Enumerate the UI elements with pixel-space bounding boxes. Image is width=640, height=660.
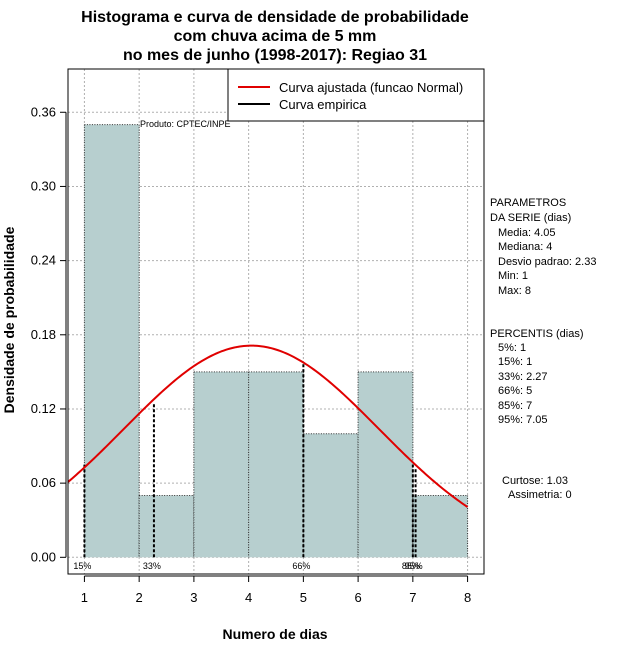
histogram-bar-4 bbox=[248, 371, 304, 558]
x-tick-label-5: 5 bbox=[300, 590, 307, 605]
histogram-bar-5 bbox=[303, 433, 359, 558]
percentil-15: 15%: 1 bbox=[498, 356, 532, 368]
param-media: Media: 4.05 bbox=[498, 227, 555, 239]
legend-empirical-label: Curva empirica bbox=[279, 97, 367, 112]
histogram-bar-1 bbox=[84, 124, 140, 558]
percentil-33: 33%: 2.27 bbox=[498, 371, 548, 383]
histogram-bars bbox=[83, 124, 469, 558]
params-title-line-1: PARAMETROS bbox=[490, 197, 566, 209]
legend-box bbox=[227, 68, 485, 122]
x-tick-label-3: 3 bbox=[190, 590, 197, 605]
param-desvio: Desvio padrao: 2.33 bbox=[498, 256, 596, 268]
histogram-bar-2 bbox=[139, 495, 194, 558]
stat-curtose: Curtose: 1.03 bbox=[502, 475, 568, 487]
histogram-bar-3 bbox=[193, 371, 249, 558]
percentile-label-33: 33% bbox=[143, 561, 161, 571]
y-axis: 0.00 0.06 0.12 0.18 0.24 0.30 0.36 bbox=[31, 104, 67, 564]
y-tick-label-1: 0.06 bbox=[31, 475, 56, 490]
stat-assimetria: Assimetria: 0 bbox=[508, 489, 572, 501]
percentil-85: 85%: 7 bbox=[498, 400, 532, 412]
param-max: Max: 8 bbox=[498, 285, 531, 297]
percentil-66: 66%: 5 bbox=[498, 385, 532, 397]
chart-title-line-3: no mes de junho (1998-2017): Regiao 31 bbox=[123, 47, 427, 64]
histogram-bar-7 bbox=[412, 495, 468, 558]
percentile-label-15: 15% bbox=[73, 561, 91, 571]
percentil-95: 95%: 7.05 bbox=[498, 414, 548, 426]
x-axis: 1 2 3 4 5 6 7 8 bbox=[81, 575, 471, 605]
legend-normal-label: Curva ajustada (funcao Normal) bbox=[279, 80, 463, 95]
percentis-title: PERCENTIS (dias) bbox=[490, 328, 584, 340]
x-tick-label-1: 1 bbox=[81, 590, 88, 605]
percentile-label-85: 85% bbox=[402, 561, 420, 571]
percentile-label-95: 95% bbox=[405, 561, 423, 571]
y-tick-label-0: 0.00 bbox=[31, 549, 56, 564]
y-tick-label-5: 0.30 bbox=[31, 178, 56, 193]
x-tick-label-6: 6 bbox=[354, 590, 361, 605]
percentile-lines bbox=[83, 361, 417, 558]
x-tick-label-8: 8 bbox=[464, 590, 471, 605]
y-tick-label-6: 0.36 bbox=[31, 104, 56, 119]
y-axis-label: Densidade de probabilidade bbox=[1, 226, 17, 413]
chart-title-line-1: Histograma e curva de densidade de proba… bbox=[81, 9, 469, 26]
x-axis-label: Numero de dias bbox=[222, 626, 327, 642]
x-tick-label-2: 2 bbox=[136, 590, 143, 605]
param-mediana: Mediana: 4 bbox=[498, 241, 552, 253]
y-tick-label-3: 0.18 bbox=[31, 327, 56, 342]
percentile-labels: 15% 33% 66% 85%95% bbox=[73, 561, 422, 571]
side-panel: PARAMETROS DA SERIE (dias) Media: 4.05 M… bbox=[490, 197, 596, 501]
normal-fit-curve bbox=[67, 344, 469, 508]
y-tick-label-2: 0.12 bbox=[31, 401, 56, 416]
percentile-label-66: 66% bbox=[292, 561, 310, 571]
percentil-5: 5%: 1 bbox=[498, 342, 526, 354]
x-tick-label-7: 7 bbox=[409, 590, 416, 605]
histogram-bar-6 bbox=[358, 371, 413, 558]
product-label: Produto: CPTEC/INPE bbox=[140, 119, 231, 129]
y-tick-label-4: 0.24 bbox=[31, 253, 56, 268]
x-tick-label-4: 4 bbox=[245, 590, 252, 605]
legend: Curva ajustada (funcao Normal) Curva emp… bbox=[227, 68, 485, 122]
chart-title-line-2: com chuva acima de 5 mm bbox=[174, 28, 377, 45]
param-min: Min: 1 bbox=[498, 270, 528, 282]
normal-curve-group bbox=[67, 344, 469, 508]
params-title-line-2: DA SERIE (dias) bbox=[490, 212, 571, 224]
